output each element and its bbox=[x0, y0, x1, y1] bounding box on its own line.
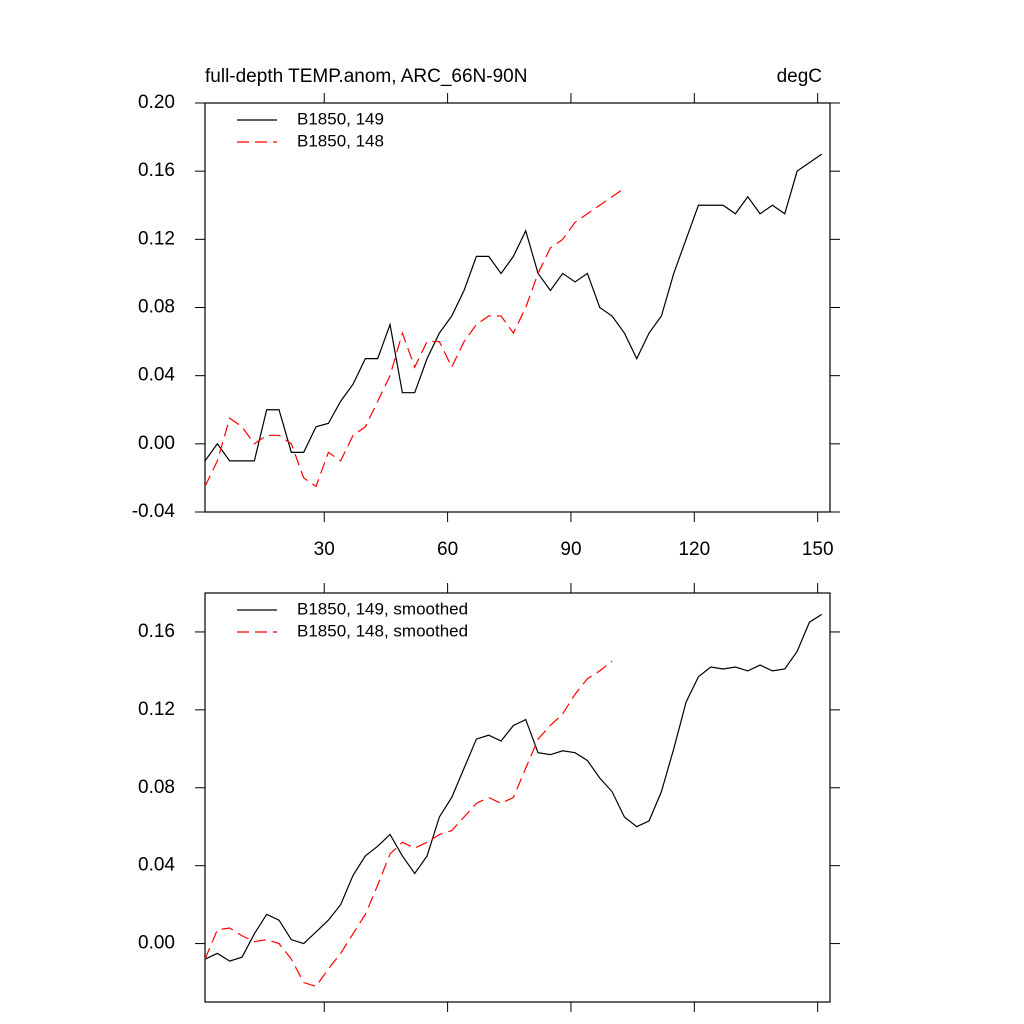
y-tick-label: 0.12 bbox=[138, 699, 175, 720]
x-tick-label: 60 bbox=[437, 539, 458, 560]
y-tick-label: 0.08 bbox=[138, 777, 175, 798]
legend-label: B1850, 148 bbox=[297, 131, 384, 150]
y-tick-label: 0.04 bbox=[138, 365, 175, 386]
y-tick-label: 0.00 bbox=[138, 933, 175, 954]
x-tick-label: 120 bbox=[678, 539, 710, 560]
series-line bbox=[204, 153, 823, 462]
y-tick-label: 0.20 bbox=[138, 92, 175, 113]
legend-label: B1850, 149, smoothed bbox=[297, 599, 468, 618]
x-tick-label: 90 bbox=[560, 539, 581, 560]
series-line bbox=[204, 187, 625, 488]
legend-label: B1850, 149 bbox=[297, 109, 384, 128]
y-tick-label: 0.00 bbox=[138, 433, 175, 454]
y-tick-label: -0.04 bbox=[132, 501, 176, 522]
x-tick-label: 30 bbox=[314, 539, 335, 560]
y-tick-label: 0.08 bbox=[138, 297, 175, 318]
y-tick-label: 0.04 bbox=[138, 855, 175, 876]
plot-frame bbox=[204, 102, 831, 513]
units-label: degC bbox=[777, 66, 822, 87]
y-tick-label: 0.12 bbox=[138, 228, 175, 249]
legend-label: B1850, 148, smoothed bbox=[297, 621, 468, 640]
y-tick-label: 0.16 bbox=[138, 621, 175, 642]
y-tick-label: 0.16 bbox=[138, 160, 175, 181]
x-tick-label: 150 bbox=[802, 539, 834, 560]
series-line bbox=[204, 613, 823, 962]
plot-frame bbox=[204, 592, 831, 1003]
series-line bbox=[204, 660, 613, 988]
chart-title: full-depth TEMP.anom, ARC_66N-90N bbox=[205, 66, 527, 87]
